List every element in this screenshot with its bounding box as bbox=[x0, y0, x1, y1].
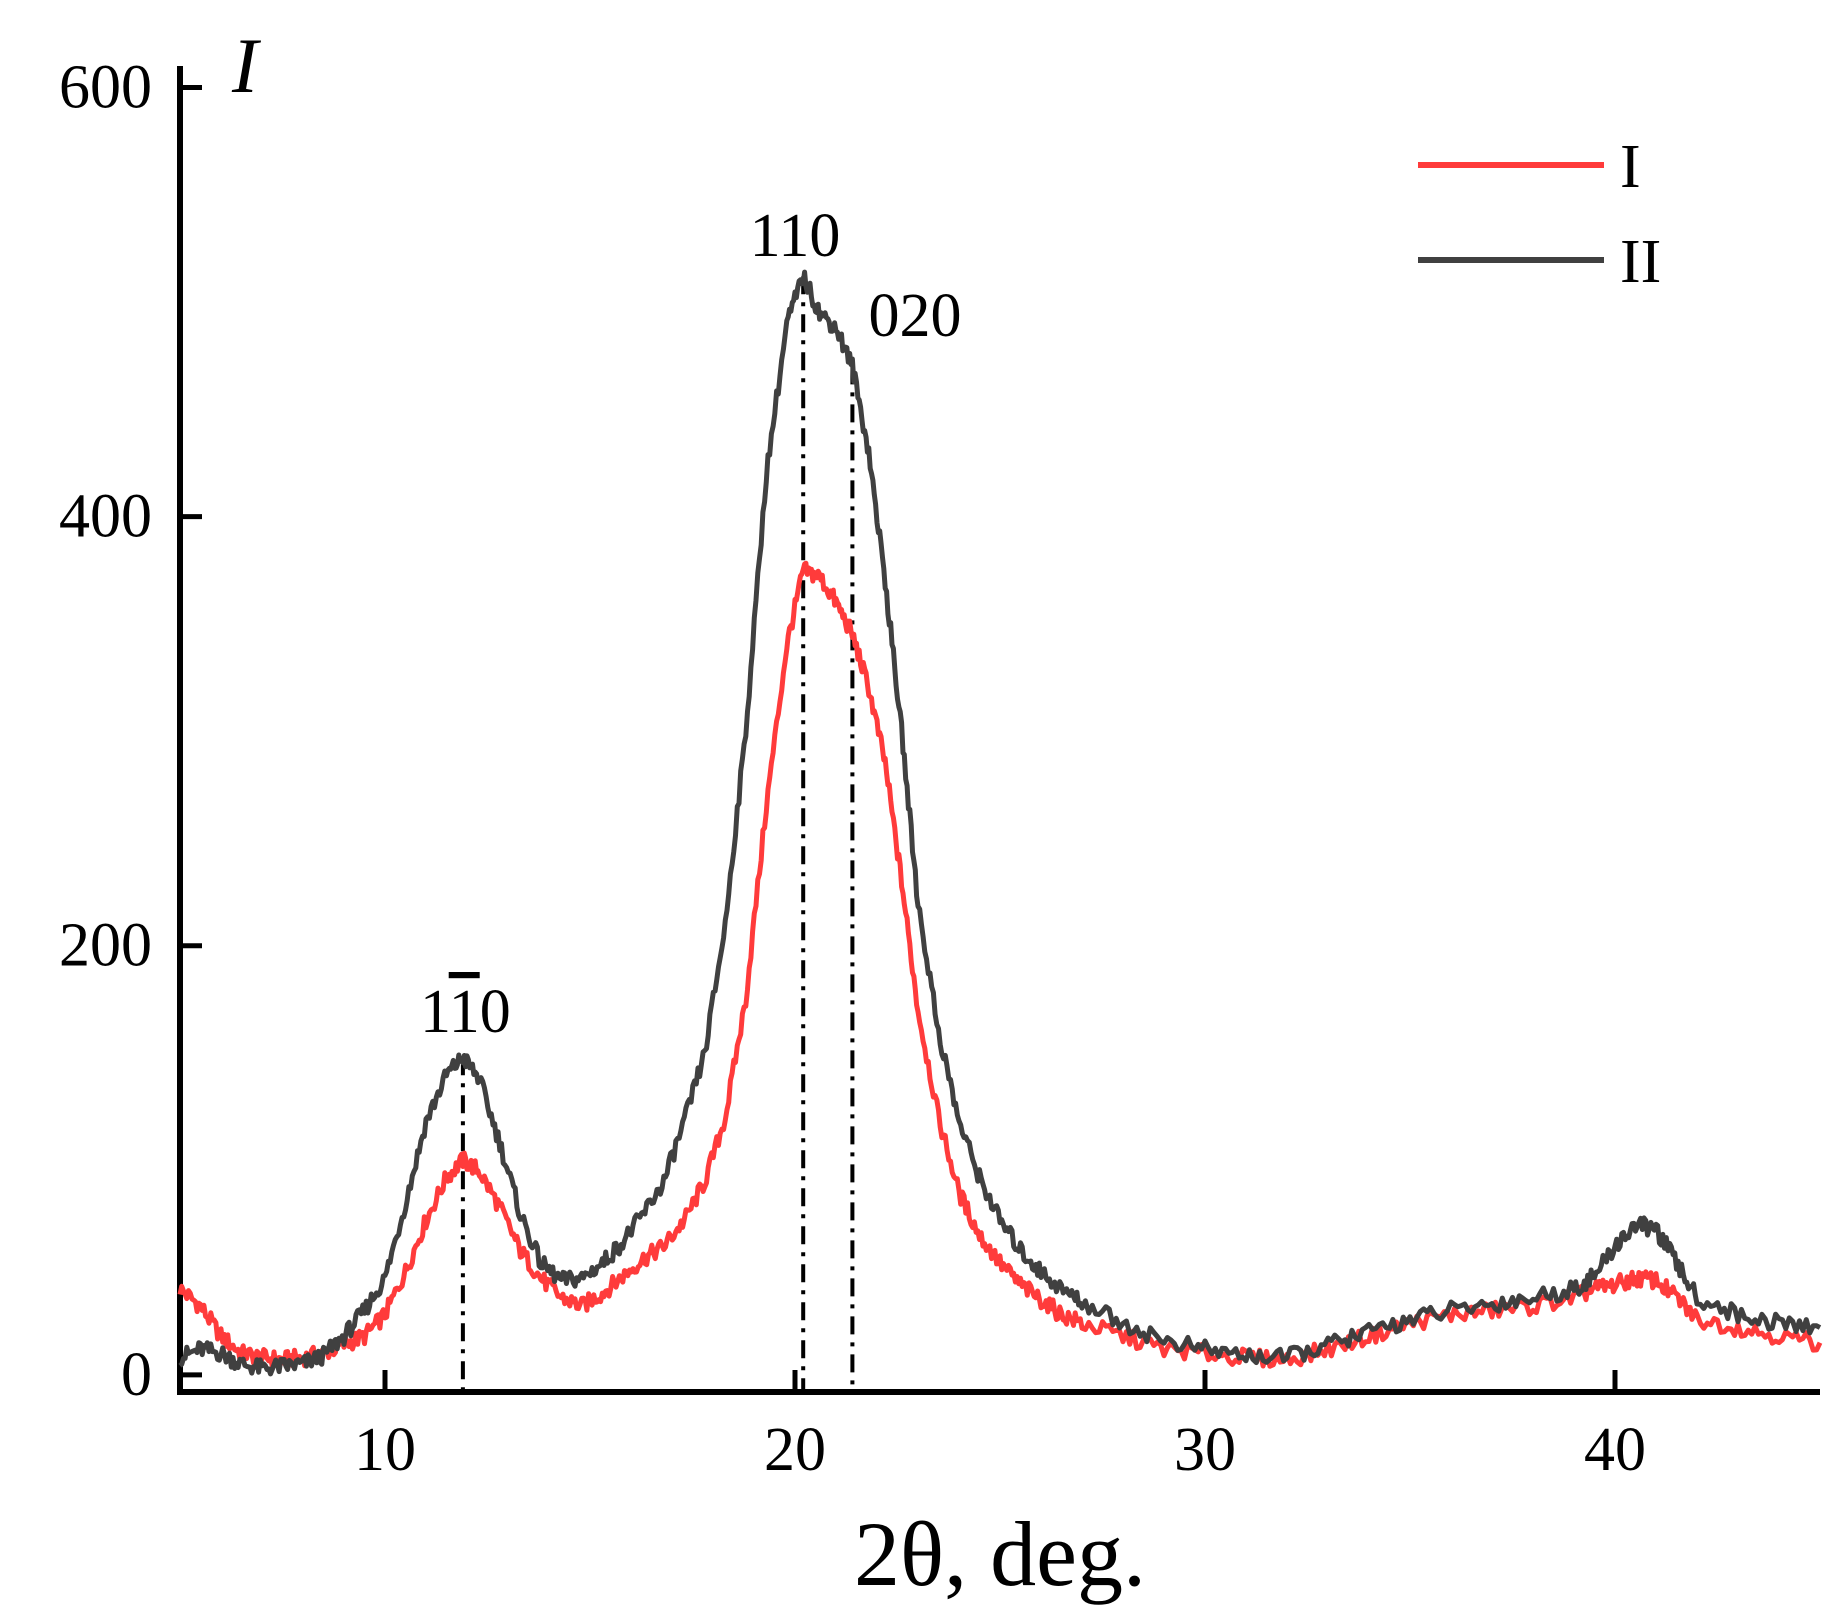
annot-020: 020 bbox=[869, 282, 962, 350]
x-ticks: 10 20 30 40 bbox=[354, 1370, 1646, 1484]
y-tick-label-600: 600 bbox=[59, 53, 152, 121]
y-ticks: 0 200 400 600 bbox=[59, 53, 202, 1409]
x-tick-label-30: 30 bbox=[1174, 1416, 1236, 1484]
series-group bbox=[177, 269, 1823, 1377]
legend: I II bbox=[1418, 133, 1661, 296]
x-axis-title: 2θ, deg. bbox=[854, 1503, 1146, 1605]
legend-label-I: I bbox=[1620, 133, 1641, 201]
x-tick-label-20: 20 bbox=[764, 1416, 826, 1484]
series-line-II bbox=[178, 269, 1822, 1377]
y-axis-title: I bbox=[231, 22, 262, 109]
series-line-I bbox=[177, 560, 1823, 1369]
y-tick-label-400: 400 bbox=[59, 483, 152, 551]
x-tick-label-40: 40 bbox=[1584, 1416, 1646, 1484]
peak-guides bbox=[460, 276, 855, 1392]
annot-110: 110 bbox=[750, 202, 841, 270]
y-tick-label-200: 200 bbox=[59, 912, 152, 980]
legend-label-II: II bbox=[1620, 228, 1661, 296]
x-tick-label-10: 10 bbox=[354, 1416, 416, 1484]
annot-1-bar-10: 110 bbox=[420, 978, 511, 1046]
y-tick-label-0: 0 bbox=[121, 1341, 152, 1409]
